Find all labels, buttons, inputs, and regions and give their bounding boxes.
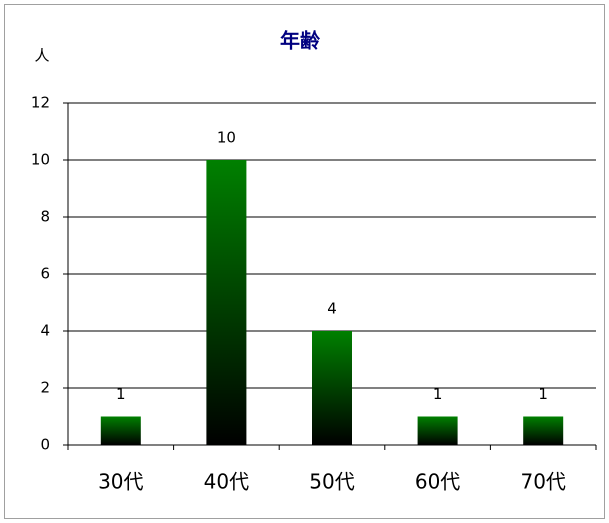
x-tick-label: 70代 bbox=[520, 470, 565, 494]
data-label: 1 bbox=[116, 385, 126, 403]
data-label: 1 bbox=[433, 385, 443, 403]
y-axis-label: 人 bbox=[34, 47, 49, 65]
x-tick-label: 40代 bbox=[204, 470, 249, 494]
data-label: 4 bbox=[327, 300, 337, 318]
bar bbox=[523, 416, 564, 445]
y-tick-label: 4 bbox=[40, 322, 50, 340]
y-tick-label: 0 bbox=[40, 436, 50, 454]
bar bbox=[206, 160, 247, 445]
x-tick-label: 30代 bbox=[98, 470, 143, 494]
y-tick-label: 10 bbox=[31, 151, 50, 169]
y-tick-label: 2 bbox=[40, 379, 50, 397]
chart-border bbox=[4, 4, 605, 519]
bar bbox=[312, 331, 352, 445]
bar bbox=[100, 416, 141, 445]
y-tick-label: 8 bbox=[40, 208, 50, 226]
y-tick-label: 12 bbox=[31, 94, 50, 112]
y-tick-label: 6 bbox=[40, 265, 50, 283]
data-label: 1 bbox=[538, 385, 548, 403]
bar bbox=[417, 416, 458, 445]
chart-title: 年齢 bbox=[280, 29, 321, 53]
x-tick-label: 50代 bbox=[309, 470, 354, 494]
data-label: 10 bbox=[217, 129, 236, 147]
x-tick-label: 60代 bbox=[415, 470, 460, 494]
